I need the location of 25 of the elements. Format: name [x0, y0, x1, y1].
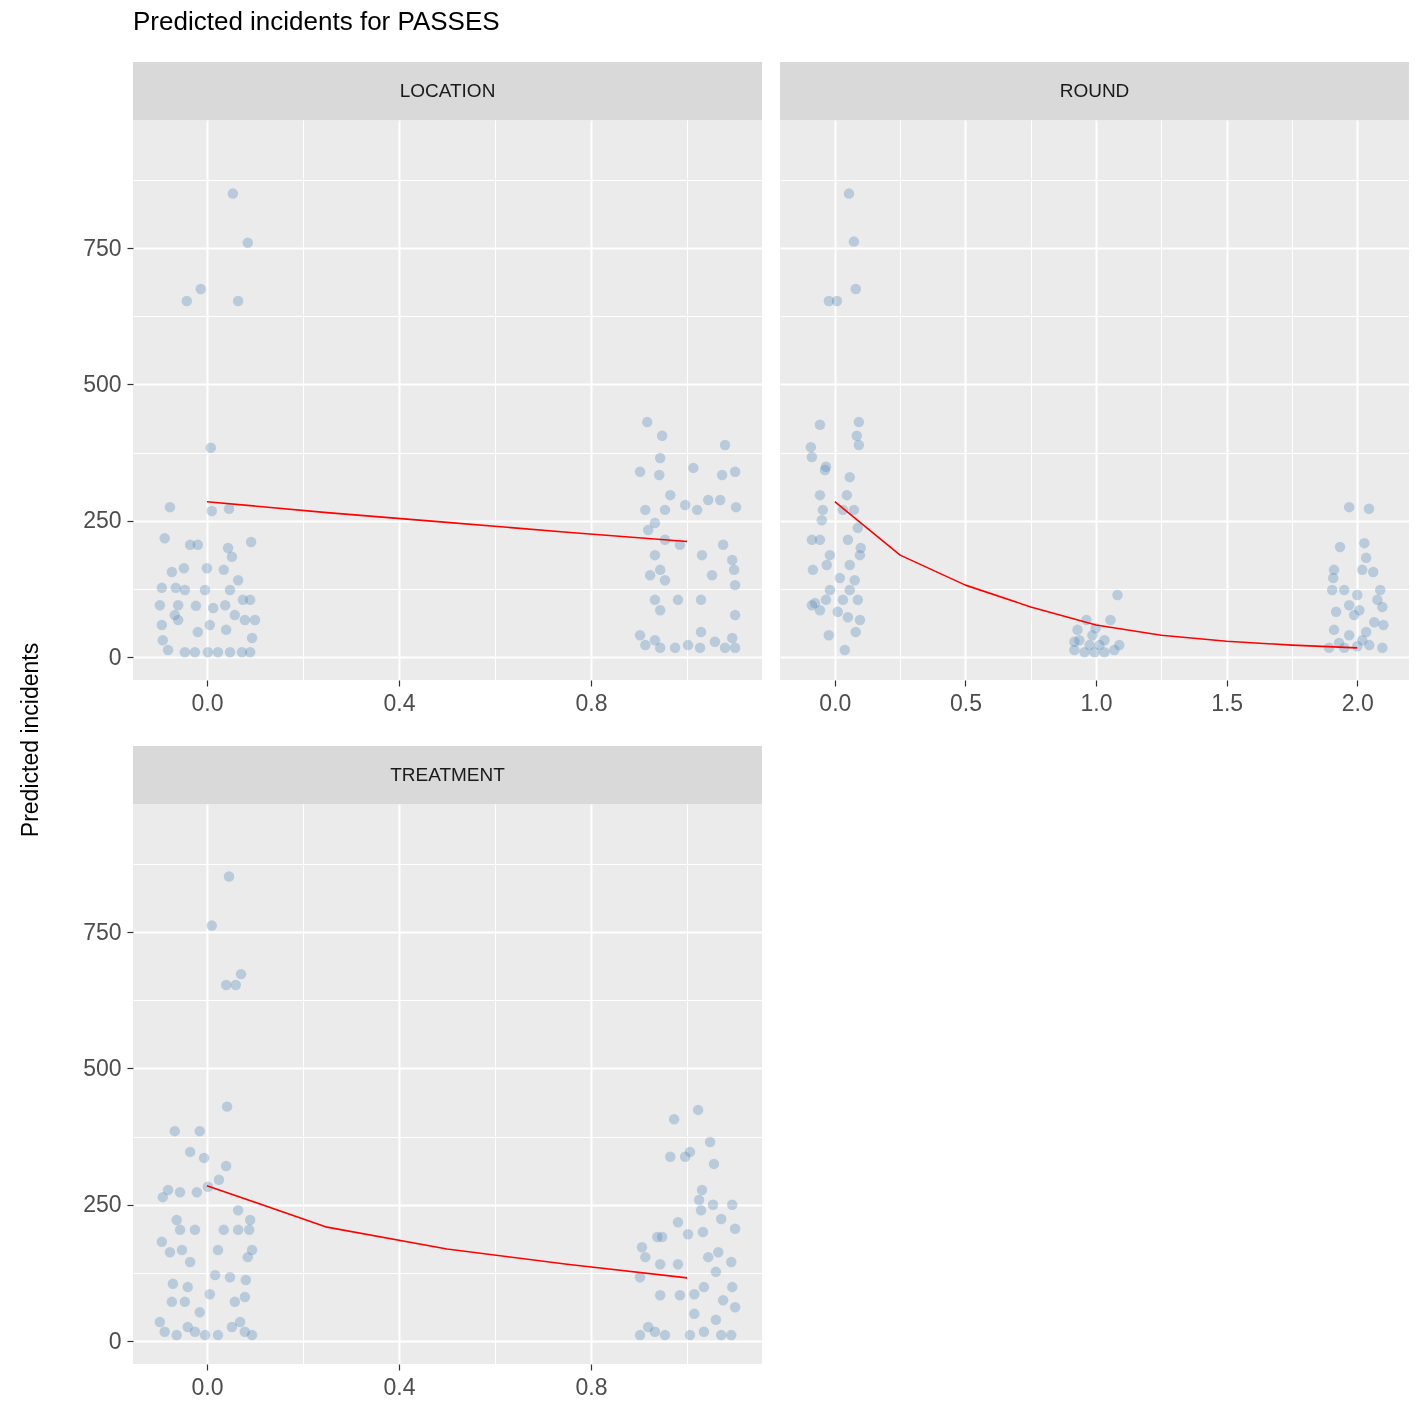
x-tick-label: 0.0: [191, 689, 224, 716]
y-tick-label: 250: [83, 507, 122, 534]
x-tick-label: 0.8: [575, 1373, 608, 1400]
x-tick-label: 2.0: [1341, 689, 1374, 716]
x-tick-label: 1.5: [1211, 689, 1244, 716]
x-tick-label: 1.0: [1080, 689, 1113, 716]
x-tick-label: 0.5: [949, 689, 982, 716]
y-tick-label: 750: [83, 918, 122, 945]
chart-subtitle: LOCATION: [133, 62, 762, 120]
x-tick-label: 0.4: [383, 1373, 416, 1400]
x-tick-label: 0.0: [819, 689, 852, 716]
x-tick-label: 0.8: [575, 689, 608, 716]
y-tick-label: 750: [83, 234, 122, 261]
y-tick-label: 250: [83, 1191, 122, 1218]
chart-title: TREATMENT: [133, 746, 762, 804]
x-tick-label: 0.4: [383, 689, 416, 716]
chart-title: Predicted incidents for PASSES: [133, 6, 500, 37]
chart-title: ROUND: [780, 62, 1409, 120]
y-tick-label: 0: [108, 643, 122, 670]
x-tick-label: 0.0: [191, 1373, 224, 1400]
y-tick-label: 0: [108, 1327, 122, 1354]
y-tick-label: 500: [83, 1054, 122, 1081]
line-series: [206, 500, 688, 543]
y-tick-label: 500: [83, 370, 122, 397]
y-axis-title: Predicted incidents: [16, 642, 44, 838]
